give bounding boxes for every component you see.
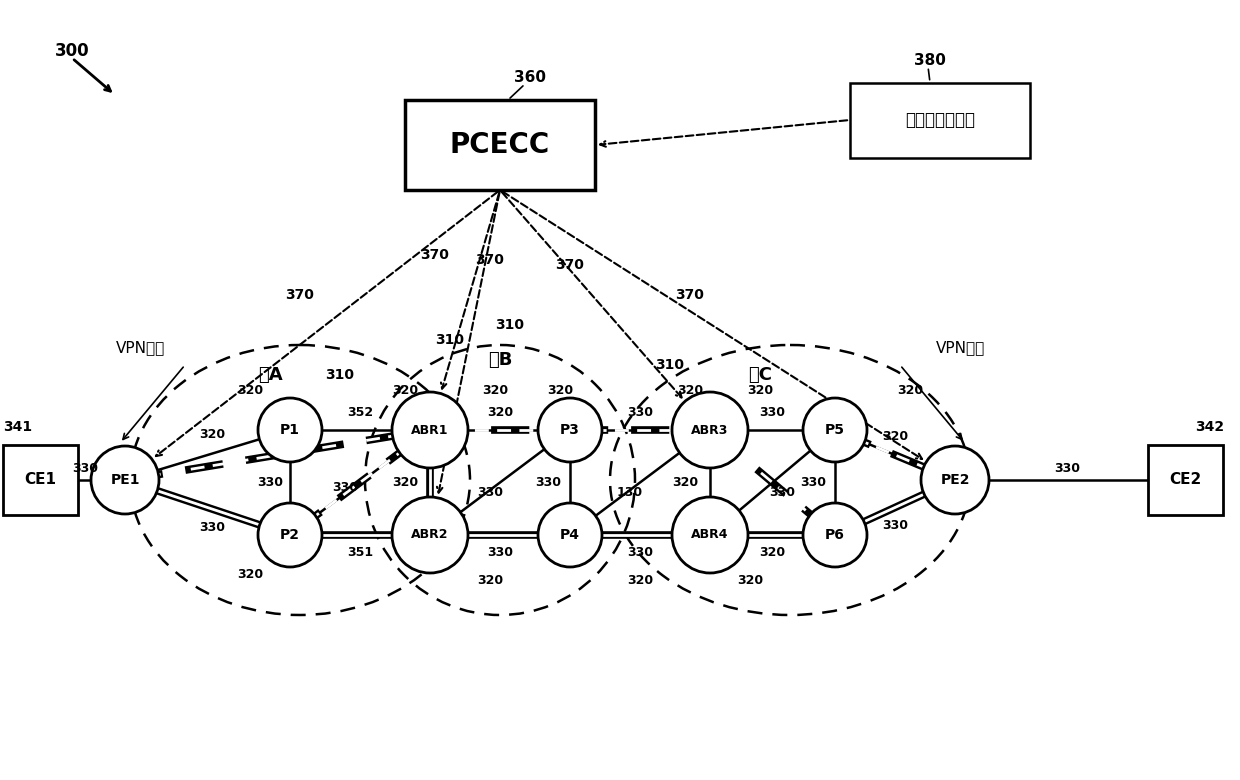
Circle shape — [392, 392, 467, 468]
Text: 341: 341 — [4, 420, 32, 434]
Text: VPN标签: VPN标签 — [935, 341, 985, 356]
Text: 330: 330 — [200, 521, 226, 534]
Text: 330: 330 — [1054, 462, 1080, 474]
Text: 330: 330 — [759, 406, 785, 419]
Text: 310: 310 — [325, 368, 355, 382]
Text: 310: 310 — [435, 333, 465, 347]
Text: 351: 351 — [347, 547, 373, 559]
Text: 320: 320 — [672, 476, 698, 489]
Text: 域C: 域C — [748, 366, 773, 384]
Text: CE1: CE1 — [24, 473, 56, 488]
Text: VPN标签: VPN标签 — [115, 341, 165, 356]
Text: 320: 320 — [677, 384, 703, 396]
Text: 320: 320 — [237, 384, 263, 396]
Text: 330: 330 — [257, 476, 283, 489]
Circle shape — [672, 392, 748, 468]
Text: P1: P1 — [280, 423, 300, 437]
Text: P2: P2 — [280, 528, 300, 542]
Text: 域A: 域A — [258, 366, 283, 384]
Text: 320: 320 — [392, 476, 418, 489]
Text: 360: 360 — [515, 70, 546, 86]
Bar — [849, 83, 1030, 158]
Circle shape — [804, 398, 867, 462]
Text: 370: 370 — [420, 248, 449, 262]
Text: 342: 342 — [1195, 420, 1225, 434]
Text: CE2: CE2 — [1169, 473, 1202, 488]
Text: 传送业务协同器: 传送业务协同器 — [905, 111, 975, 129]
Text: 330: 330 — [627, 406, 653, 419]
Text: 320: 320 — [237, 569, 263, 582]
Circle shape — [538, 503, 601, 567]
Bar — [1147, 445, 1223, 515]
Text: 320: 320 — [200, 428, 226, 441]
Circle shape — [258, 398, 322, 462]
Text: 352: 352 — [347, 406, 373, 419]
Bar — [2, 445, 77, 515]
Text: ABR4: ABR4 — [691, 529, 729, 541]
Text: 300: 300 — [55, 42, 89, 60]
Circle shape — [392, 497, 467, 573]
Circle shape — [258, 503, 322, 567]
Text: 370: 370 — [556, 258, 584, 272]
Text: P6: P6 — [825, 528, 844, 542]
Text: 330: 330 — [770, 486, 796, 499]
Text: 330: 330 — [534, 476, 560, 489]
Text: 320: 320 — [392, 384, 418, 396]
Text: 320: 320 — [882, 431, 908, 444]
Text: PE1: PE1 — [110, 473, 140, 487]
Text: ABR2: ABR2 — [412, 529, 449, 541]
Text: PCECC: PCECC — [450, 131, 551, 159]
Circle shape — [921, 446, 990, 514]
Text: 130: 130 — [618, 486, 644, 499]
Text: P3: P3 — [560, 423, 580, 437]
Circle shape — [91, 446, 159, 514]
Text: 320: 320 — [477, 573, 503, 587]
Text: 320: 320 — [487, 406, 513, 419]
Text: 330: 330 — [477, 486, 503, 499]
Text: 330: 330 — [627, 547, 653, 559]
Text: P4: P4 — [560, 528, 580, 542]
Text: 320: 320 — [547, 384, 573, 396]
Text: ABR3: ABR3 — [692, 424, 729, 437]
Text: 320: 320 — [482, 384, 508, 396]
Bar — [405, 100, 595, 190]
Text: 310: 310 — [656, 358, 684, 372]
Text: 320: 320 — [897, 384, 923, 396]
Text: 320: 320 — [759, 547, 785, 559]
Text: 330: 330 — [882, 519, 908, 532]
Text: 380: 380 — [914, 53, 946, 68]
Text: 330: 330 — [332, 481, 358, 494]
Text: 域B: 域B — [487, 351, 512, 369]
Circle shape — [672, 497, 748, 573]
Circle shape — [538, 398, 601, 462]
Text: P5: P5 — [825, 423, 844, 437]
Text: 330: 330 — [800, 476, 826, 489]
Text: 330: 330 — [72, 462, 98, 474]
Text: 320: 320 — [746, 384, 773, 396]
Text: PE2: PE2 — [940, 473, 970, 487]
Text: 320: 320 — [627, 573, 653, 587]
Circle shape — [804, 503, 867, 567]
Text: 370: 370 — [676, 288, 704, 302]
Text: 370: 370 — [476, 253, 505, 267]
Text: 320: 320 — [737, 573, 763, 587]
Text: 370: 370 — [285, 288, 315, 302]
Text: 330: 330 — [487, 547, 513, 559]
Text: 310: 310 — [496, 318, 525, 332]
Text: ABR1: ABR1 — [412, 424, 449, 437]
